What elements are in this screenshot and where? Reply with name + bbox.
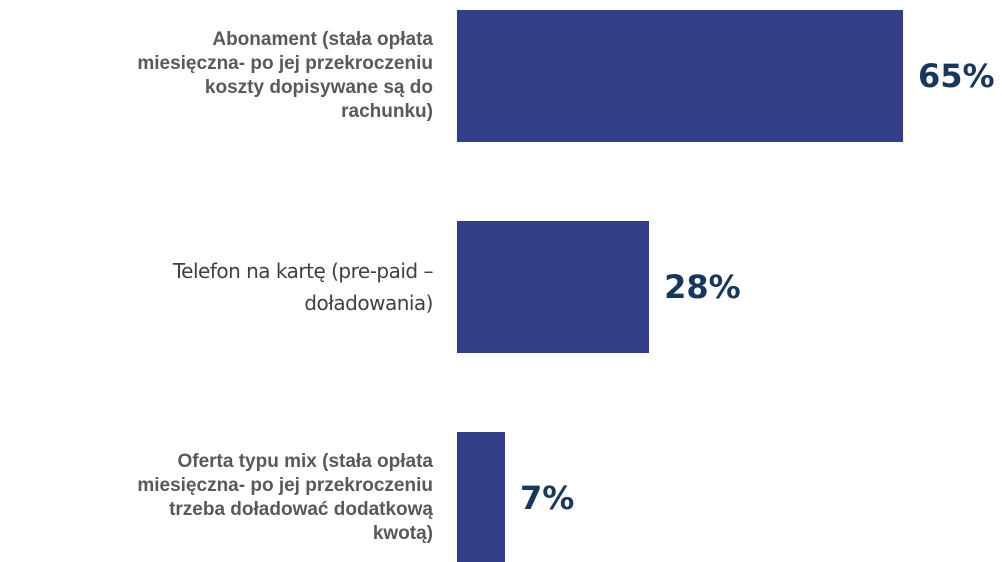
category-label: Abonament (stała opłata miesięczna- po j… [137, 29, 433, 122]
category-label: Telefon na kartę (pre-paid – doładowania… [172, 259, 434, 315]
bar [457, 221, 650, 353]
bar [457, 432, 506, 562]
value-label: 65% [918, 57, 995, 95]
category-label: Oferta typu mix (stała opłata miesięczna… [137, 451, 433, 544]
value-label: 28% [664, 268, 741, 306]
value-label: 7% [520, 479, 575, 517]
bar [457, 10, 903, 142]
